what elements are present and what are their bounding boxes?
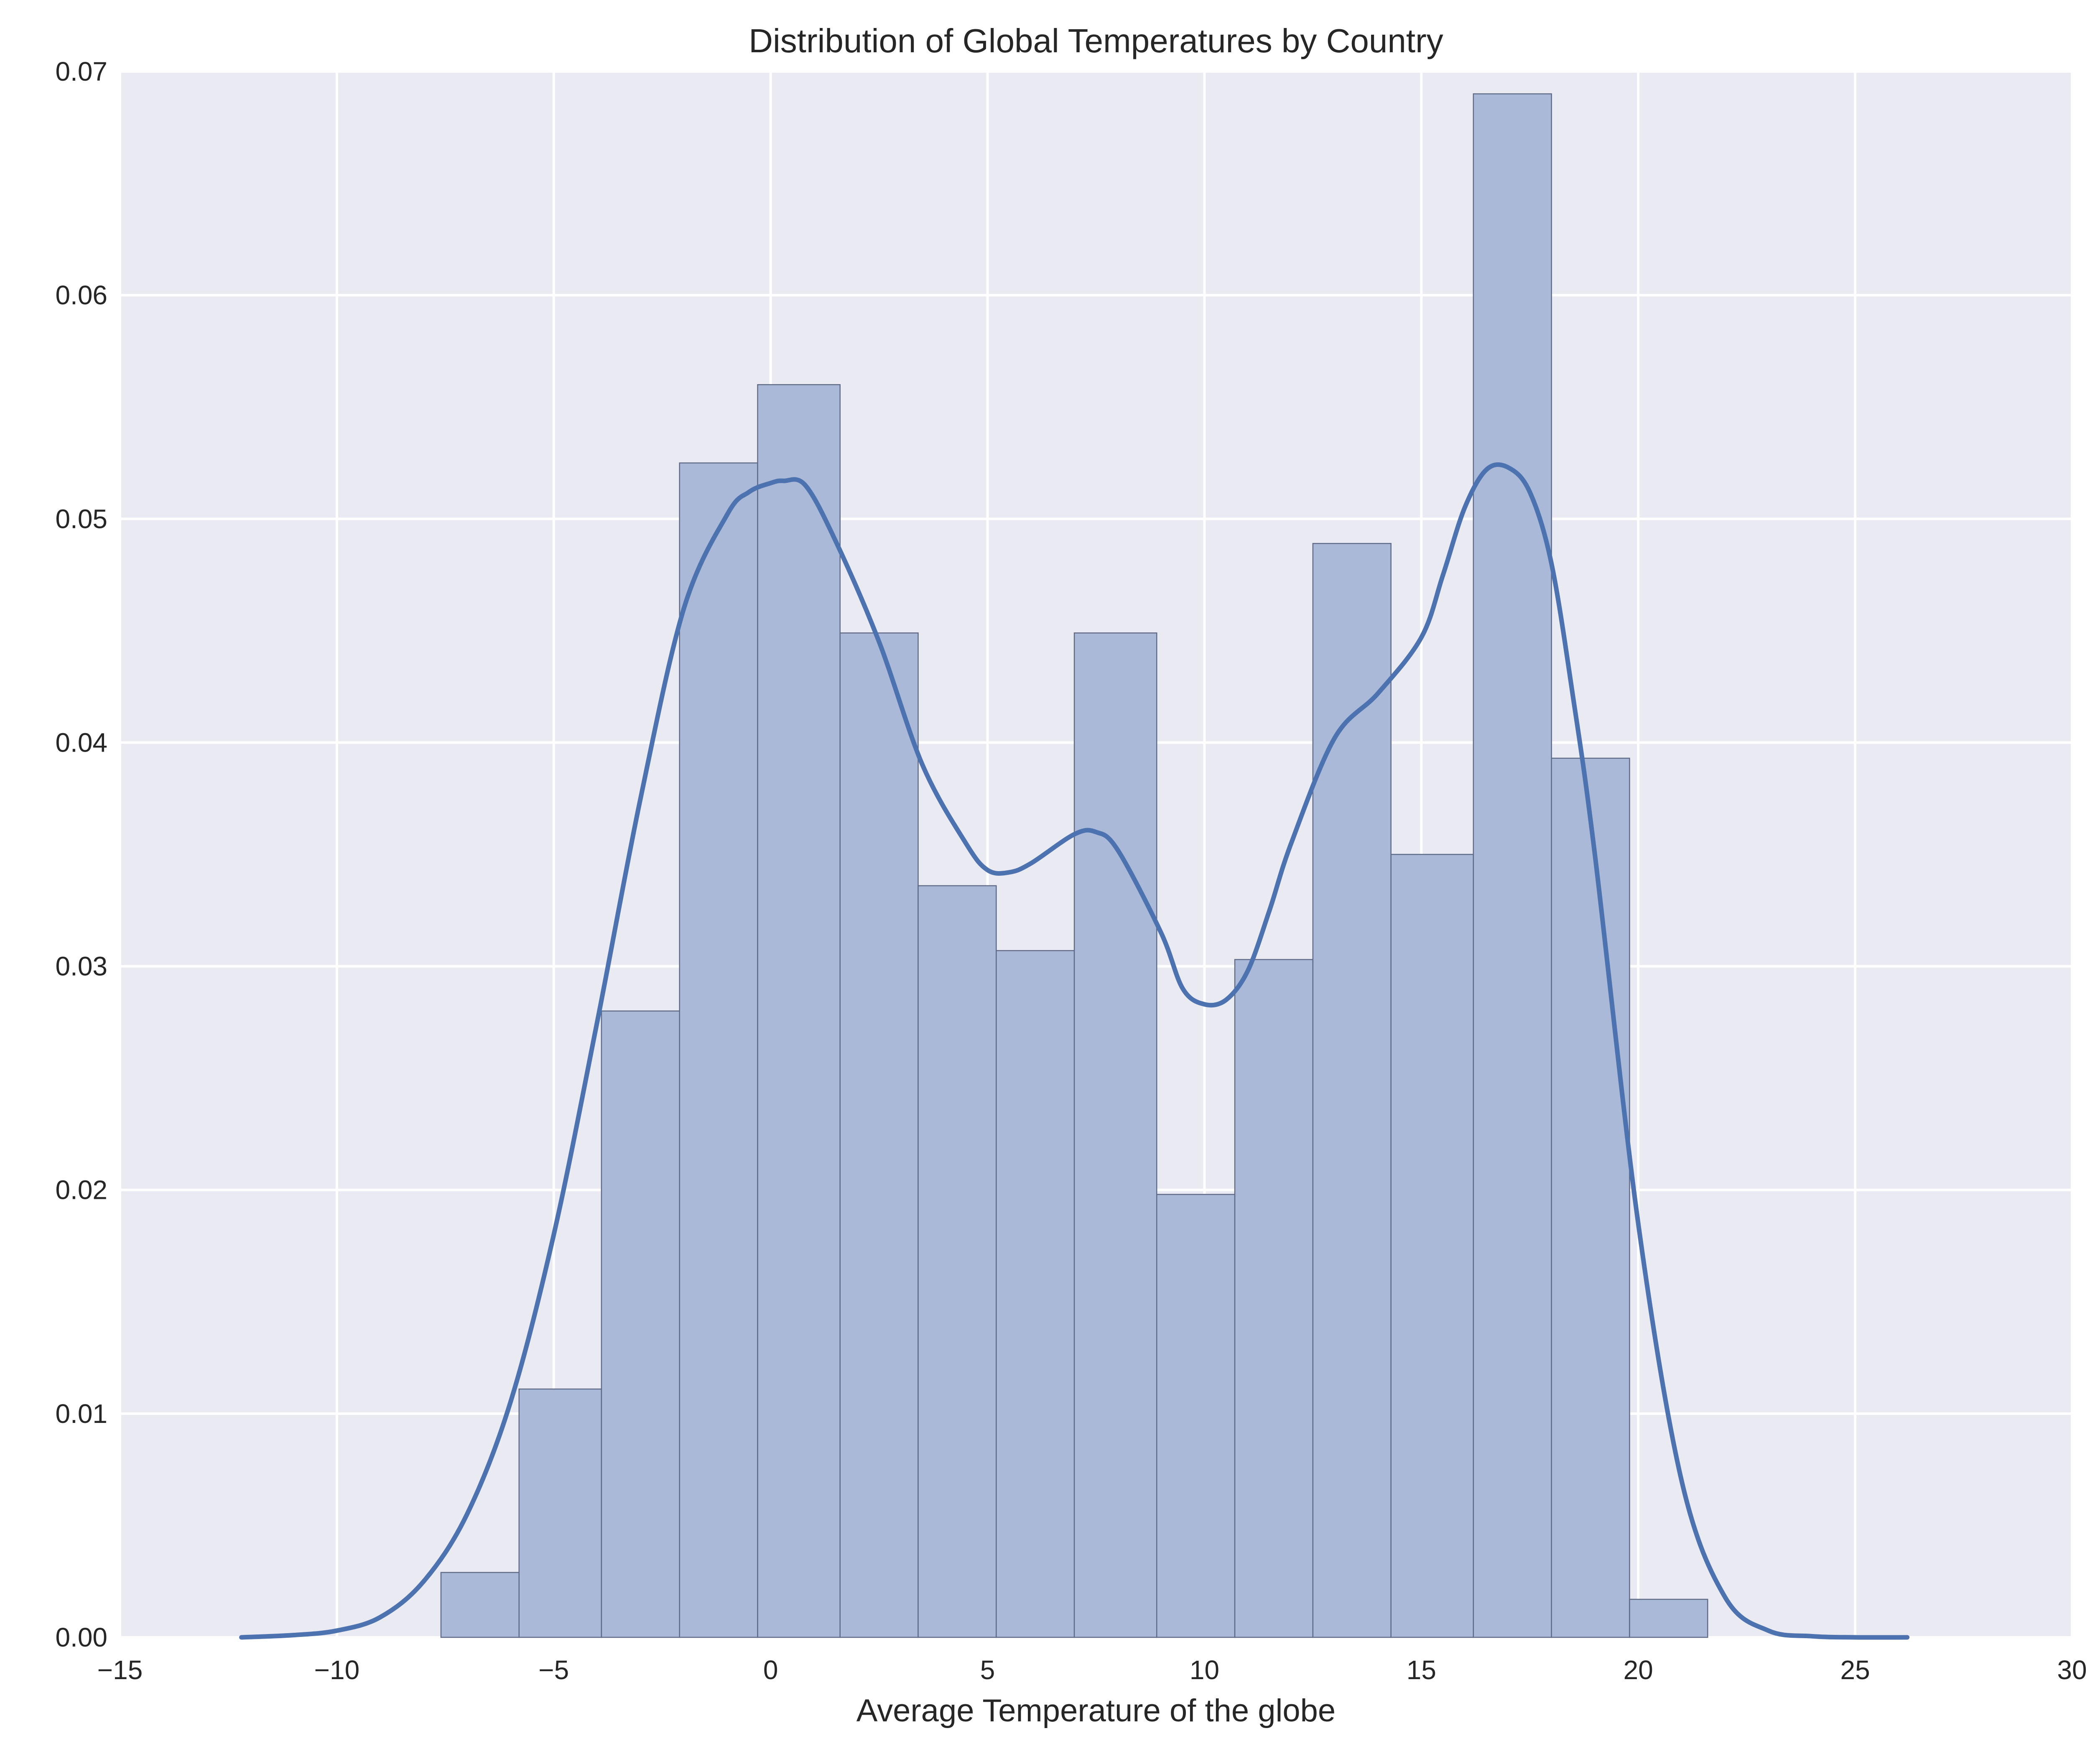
histogram-bar	[1156, 1194, 1236, 1638]
histogram-bar	[1312, 543, 1392, 1638]
x-tick-label: −15	[97, 1655, 143, 1685]
histogram-bar	[1473, 93, 1552, 1638]
x-tick-label: 30	[2057, 1655, 2087, 1685]
x-tick-label: 5	[980, 1655, 995, 1685]
y-tick-label: 0.00	[55, 1622, 107, 1652]
histogram-bars	[440, 93, 1708, 1638]
x-tick-labels: −15 −10 −5 0 5 10 15 20 25 30	[97, 1655, 2087, 1685]
histogram-bar	[679, 462, 758, 1638]
kde-curve-layer	[239, 462, 1910, 1640]
histogram-bar	[1390, 854, 1474, 1638]
y-tick-label: 0.05	[55, 504, 107, 534]
histogram-bar	[996, 950, 1075, 1638]
y-tick-label: 0.02	[55, 1175, 107, 1205]
chart-title: Distribution of Global Temperatures by C…	[749, 22, 1443, 59]
histogram-bar	[601, 1010, 680, 1638]
y-tick-label: 0.03	[55, 951, 107, 981]
y-tick-label: 0.04	[55, 727, 107, 757]
x-tick-label: −10	[314, 1655, 360, 1685]
x-tick-label: 0	[763, 1655, 778, 1685]
y-tick-label: 0.01	[55, 1399, 107, 1429]
histogram-bar	[1073, 632, 1157, 1638]
histogram-bar	[1234, 959, 1314, 1638]
histogram-bar	[918, 885, 997, 1638]
histogram-bar	[757, 384, 841, 1638]
histogram-bar	[440, 1572, 520, 1638]
x-tick-label: 10	[1190, 1655, 1219, 1685]
histogram-bar	[1551, 757, 1630, 1638]
x-tick-label: 20	[1624, 1655, 1653, 1685]
histogram-bar	[839, 632, 919, 1638]
kde-curve	[239, 462, 1910, 1640]
y-tick-label: 0.07	[55, 56, 107, 87]
y-tick-labels: 0.00 0.01 0.02 0.03 0.04 0.05 0.06 0.07	[55, 56, 107, 1652]
histogram-bar	[1629, 1598, 1708, 1638]
y-tick-label: 0.06	[55, 280, 107, 310]
x-tick-label: −5	[538, 1655, 569, 1685]
histogram-bar	[518, 1388, 602, 1638]
x-tick-label: 25	[1840, 1655, 1870, 1685]
x-axis-title: Average Temperature of the globe	[856, 1693, 1336, 1728]
x-tick-label: 15	[1407, 1655, 1436, 1685]
